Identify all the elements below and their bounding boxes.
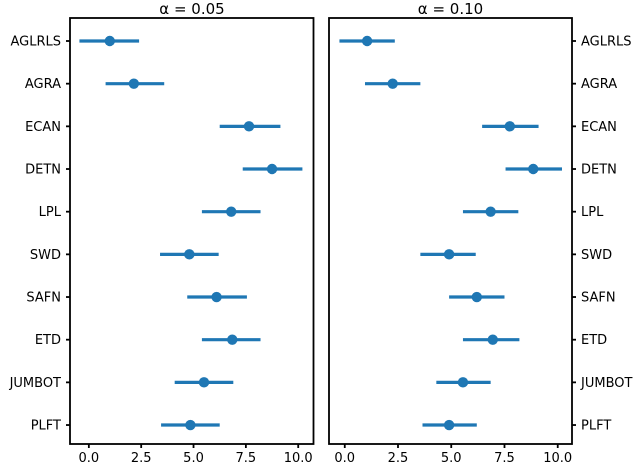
axes-frame: [69, 17, 315, 445]
marker: [266, 163, 278, 175]
y-tick-label: LPL: [39, 205, 62, 220]
subplot-title-alpha-005: α = 0.05: [159, 0, 225, 18]
marker: [198, 377, 210, 388]
y-tick-label: ETD: [581, 333, 607, 348]
x-tick-label: 5.0: [183, 451, 204, 466]
y-tick-label: SWD: [30, 248, 61, 263]
marker: [185, 419, 196, 431]
y-tick-label: AGRA: [581, 77, 617, 92]
marker: [128, 78, 140, 89]
y-tick-label: SAFN: [581, 291, 616, 306]
y-tick-label: DETN: [25, 163, 61, 178]
marker: [457, 377, 469, 388]
x-tick-label: 7.5: [236, 451, 257, 466]
x-tick-label: 0.0: [334, 451, 355, 466]
marker: [471, 291, 483, 303]
subplot-title-alpha-010: α = 0.10: [417, 0, 484, 18]
y-tick-label: SAFN: [26, 291, 61, 306]
x-tick-label: 2.5: [388, 451, 409, 466]
marker: [443, 249, 455, 260]
x-tick-label: 10.0: [543, 451, 572, 466]
marker: [504, 121, 516, 132]
y-tick-label: PLFT: [581, 419, 611, 434]
x-tick-label: 7.5: [494, 451, 515, 466]
y-tick-label: SWD: [581, 248, 612, 263]
y-tick-label: PLFT: [31, 419, 61, 434]
y-tick-label: AGRA: [25, 77, 61, 92]
y-tick-label: AGLRLS: [581, 35, 632, 50]
marker: [211, 291, 222, 303]
subplot-0: 0.0 2.5 5.0 7.5 10.0 AGLRLS AGRA ECAN DETN LPL SWD…: [9, 17, 315, 466]
marker: [487, 334, 498, 345]
y-tick-label: JUMBOT: [580, 376, 632, 391]
y-tick-label: ETD: [35, 333, 61, 348]
marker: [184, 249, 195, 260]
x-tick-label: 0.0: [78, 451, 99, 466]
x-tick-label: 2.5: [131, 451, 152, 466]
marker: [528, 163, 539, 175]
marker: [227, 334, 238, 345]
marker: [361, 35, 373, 47]
subplot-1: 0.0 2.5 5.0 7.5 10.0 AGLRLS AGRA ECAN DETN LPL SWD…: [328, 17, 632, 466]
marker: [226, 206, 237, 217]
y-tick-label: ECAN: [581, 120, 617, 135]
y-tick-label: DETN: [581, 163, 617, 178]
axes-frame: [328, 17, 573, 445]
y-tick-label: ECAN: [25, 120, 61, 135]
y-tick-label: AGLRLS: [10, 35, 61, 50]
marker: [387, 78, 398, 89]
y-tick-label: JUMBOT: [9, 376, 61, 391]
marker: [104, 35, 115, 47]
marker: [243, 121, 255, 132]
y-tick-label: LPL: [581, 205, 604, 220]
x-tick-label: 5.0: [441, 451, 462, 466]
x-tick-label: 10.0: [284, 451, 313, 466]
marker: [443, 419, 455, 431]
marker: [485, 206, 496, 217]
